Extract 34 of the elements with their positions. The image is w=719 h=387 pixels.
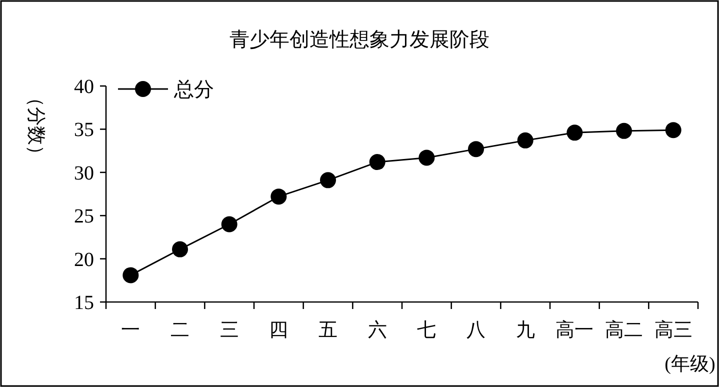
point: [270, 188, 287, 205]
point: [616, 122, 632, 139]
legend-label: 总分: [173, 79, 214, 101]
x-tick-label: 高二: [605, 319, 643, 341]
point: [566, 124, 583, 141]
x-tick-label: 八: [466, 320, 486, 341]
point: [172, 241, 188, 258]
chart-title: 青少年创造性想象力发展阶段: [230, 29, 490, 51]
x-axis-title: (年级): [664, 354, 716, 375]
x-tick-label: 五: [318, 320, 338, 341]
x-tick-label: 三: [220, 320, 239, 341]
x-tick-label: 高三: [654, 319, 692, 341]
y-tick-label: 40: [74, 76, 94, 98]
y-tick-label: 25: [74, 206, 94, 228]
point: [221, 216, 238, 232]
y-axis-title: （分数）: [25, 88, 46, 164]
x-tick-label: 九: [516, 320, 535, 341]
point: [517, 132, 534, 148]
point: [122, 267, 139, 284]
x-tick-label: 高一: [556, 319, 594, 341]
x-tick-label: 七: [417, 320, 436, 341]
y-tick-label: 30: [74, 162, 94, 184]
point: [320, 172, 336, 188]
point: [468, 141, 484, 158]
x-tick-label: 二: [170, 320, 190, 341]
x-tick-label: 一: [121, 320, 140, 341]
x-tick-label: 六: [368, 319, 387, 341]
point: [665, 122, 682, 138]
x-tick-label: 四: [269, 320, 288, 341]
point: [418, 150, 435, 166]
y-tick-label: 15: [74, 292, 94, 314]
y-tick-label: 20: [74, 248, 94, 271]
y-tick-label: 35: [74, 119, 94, 142]
point: [369, 154, 386, 170]
